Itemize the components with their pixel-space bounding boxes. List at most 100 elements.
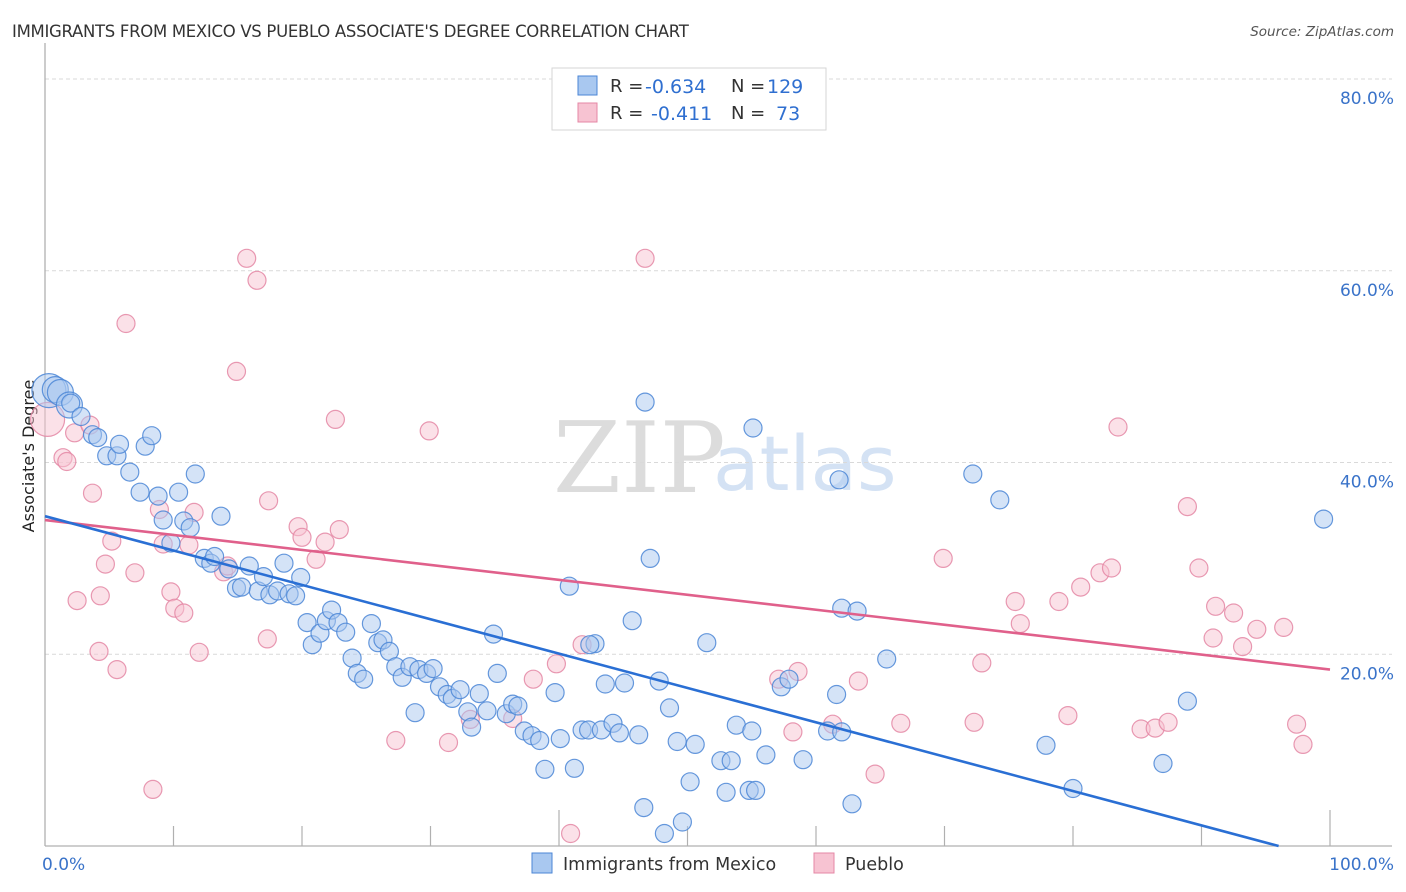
point-mexico bbox=[779, 669, 799, 689]
y-axis-title: Associate's Degree bbox=[19, 380, 38, 533]
gridlines bbox=[45, 78, 1392, 655]
watermark-atlas: atlas bbox=[713, 419, 897, 508]
point-mexico bbox=[640, 548, 660, 569]
point-pueblo bbox=[1101, 558, 1122, 578]
point-pueblo bbox=[1232, 636, 1253, 657]
point-mexico bbox=[109, 434, 130, 454]
point-pueblo bbox=[438, 732, 459, 753]
legend-n-label: N = bbox=[731, 103, 765, 124]
point-pueblo bbox=[1071, 577, 1091, 597]
point-mexico bbox=[477, 701, 497, 721]
legend-swatch-pueblo bbox=[577, 102, 598, 123]
point-pueblo bbox=[329, 519, 349, 540]
legend-r-value-pueblo: -0.411 bbox=[651, 103, 712, 125]
bottom-legend-swatch-mexico bbox=[531, 852, 553, 874]
point-mexico bbox=[354, 669, 374, 689]
point-pueblo bbox=[125, 563, 145, 583]
point-mexico bbox=[654, 823, 675, 844]
point-pueblo bbox=[635, 248, 655, 268]
point-mexico bbox=[232, 577, 252, 597]
legend-r-value-mexico: -0.634 bbox=[645, 76, 706, 98]
point-mexico bbox=[877, 649, 897, 669]
point-mexico bbox=[545, 682, 565, 703]
point-pueblo bbox=[1286, 714, 1307, 734]
point-pueblo bbox=[933, 548, 953, 569]
point-mexico bbox=[742, 721, 762, 741]
point-mexico bbox=[826, 684, 847, 705]
source-label: Source: ZipAtlas.com bbox=[1250, 24, 1394, 40]
point-mexico bbox=[629, 725, 649, 745]
point-mexico bbox=[153, 510, 173, 530]
point-mexico bbox=[595, 674, 615, 694]
point-mexico bbox=[211, 506, 231, 526]
point-pueblo bbox=[560, 823, 581, 844]
point-mexico bbox=[697, 633, 717, 653]
point-mexico bbox=[793, 750, 813, 770]
point-mexico bbox=[672, 812, 693, 832]
point-mexico bbox=[634, 797, 654, 818]
point-mexico bbox=[297, 612, 317, 633]
point-mexico bbox=[659, 698, 680, 718]
x-tick-label-min: 0.0% bbox=[42, 855, 85, 875]
point-mexico bbox=[550, 728, 570, 749]
point-pueblo bbox=[1010, 613, 1030, 634]
point-mexico bbox=[609, 723, 630, 743]
legend-box bbox=[551, 67, 827, 131]
point-pueblo bbox=[116, 313, 136, 334]
point-pueblo bbox=[67, 590, 87, 611]
point-pueblo bbox=[143, 779, 163, 800]
point-pueblo bbox=[1274, 617, 1294, 638]
point-mexico bbox=[963, 464, 983, 484]
legend-r-label: R = bbox=[610, 103, 643, 124]
point-mexico bbox=[716, 782, 736, 802]
point-mexico bbox=[745, 780, 766, 801]
legend-n-value-mexico: 129 bbox=[767, 76, 803, 98]
point-mexico bbox=[71, 406, 91, 427]
point-mexico bbox=[680, 772, 700, 792]
point-pueblo bbox=[102, 531, 122, 551]
point-mexico bbox=[1313, 509, 1334, 529]
series-legend: Immigrants from Mexico Pueblo bbox=[531, 852, 904, 875]
y-tick-label: 60.0% bbox=[1340, 281, 1394, 301]
bottom-legend-label-mexico: Immigrants from Mexico bbox=[563, 855, 776, 875]
point-mexico bbox=[622, 611, 642, 631]
point-mexico bbox=[635, 392, 655, 412]
point-pueblo bbox=[292, 527, 312, 547]
legend-r-label: R = bbox=[610, 76, 643, 97]
point-mexico bbox=[462, 717, 482, 737]
point-mexico bbox=[180, 518, 200, 538]
point-pueblo bbox=[848, 671, 869, 691]
point-pueblo bbox=[386, 730, 406, 751]
point-mexico bbox=[88, 428, 108, 448]
point-pueblo bbox=[546, 654, 567, 674]
point-mexico bbox=[1153, 753, 1173, 774]
point-mexico bbox=[291, 567, 311, 588]
point-mexico bbox=[361, 613, 381, 634]
point-mexico bbox=[286, 586, 306, 606]
trend-line-mexico bbox=[44, 514, 1279, 848]
watermark: ZIP atlas bbox=[553, 402, 897, 516]
point-pueblo bbox=[419, 421, 439, 441]
point-mexico bbox=[142, 426, 162, 446]
watermark-zip: ZIP bbox=[553, 402, 726, 516]
point-mexico bbox=[842, 794, 862, 814]
point-pueblo bbox=[57, 451, 77, 472]
point-mexico bbox=[508, 696, 528, 716]
point-mexico bbox=[423, 658, 443, 679]
point-pueblo bbox=[1005, 591, 1025, 612]
point-pueblo bbox=[865, 764, 885, 784]
point-pueblo bbox=[259, 491, 279, 511]
point-mexico bbox=[721, 751, 741, 771]
point-pueblo bbox=[257, 629, 277, 649]
point-pueblo bbox=[226, 361, 247, 381]
point-mexico bbox=[274, 553, 294, 573]
x-tick-label-max: 100.0% bbox=[1329, 855, 1394, 875]
point-mexico bbox=[756, 745, 776, 765]
point-mexico bbox=[61, 393, 81, 413]
point-pueblo bbox=[161, 582, 181, 602]
point-mexico bbox=[1036, 735, 1056, 755]
point-pueblo bbox=[783, 722, 803, 742]
bottom-legend-swatch-pueblo bbox=[813, 852, 835, 874]
point-mexico bbox=[685, 734, 705, 755]
point-pueblo bbox=[1189, 558, 1209, 578]
